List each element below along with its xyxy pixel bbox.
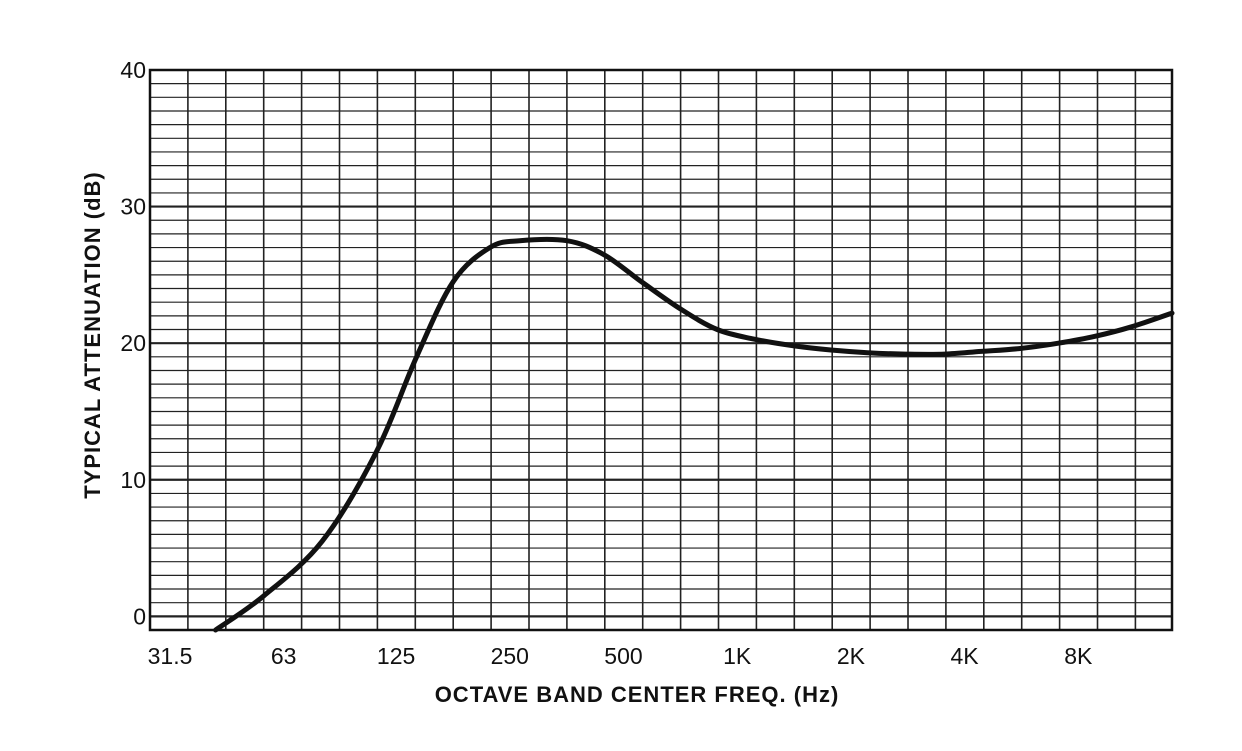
x-tick-label: 125 [377, 643, 415, 669]
x-tick-label: 8K [1064, 643, 1093, 669]
x-tick-label: 250 [491, 643, 529, 669]
x-tick-label: 500 [604, 643, 642, 669]
x-tick-label: 4K [951, 643, 980, 669]
y-tick-label: 40 [120, 57, 146, 83]
x-tick-labels: 31.5 63 125 250 500 1K 2K 4K 8K [148, 643, 1093, 669]
y-tick-label: 30 [120, 194, 146, 220]
plot-frame [148, 68, 1174, 632]
y-tick-label: 0 [133, 603, 146, 629]
series-layer [213, 236, 1175, 633]
x-axis-title: OCTAVE BAND CENTER FREQ. (Hz) [435, 682, 840, 707]
attenuation-curve [213, 236, 1175, 633]
x-tick-label: 31.5 [148, 643, 193, 669]
y-tick-label: 20 [120, 330, 146, 356]
y-axis-title: TYPICAL ATTENUATION (dB) [80, 171, 105, 499]
x-tick-label: 1K [723, 643, 752, 669]
y-tick-labels: 0 10 20 30 40 [120, 57, 146, 629]
grid [150, 70, 1172, 630]
x-tick-label: 2K [837, 643, 866, 669]
x-tick-label: 63 [271, 643, 297, 669]
y-tick-label: 10 [120, 467, 146, 493]
